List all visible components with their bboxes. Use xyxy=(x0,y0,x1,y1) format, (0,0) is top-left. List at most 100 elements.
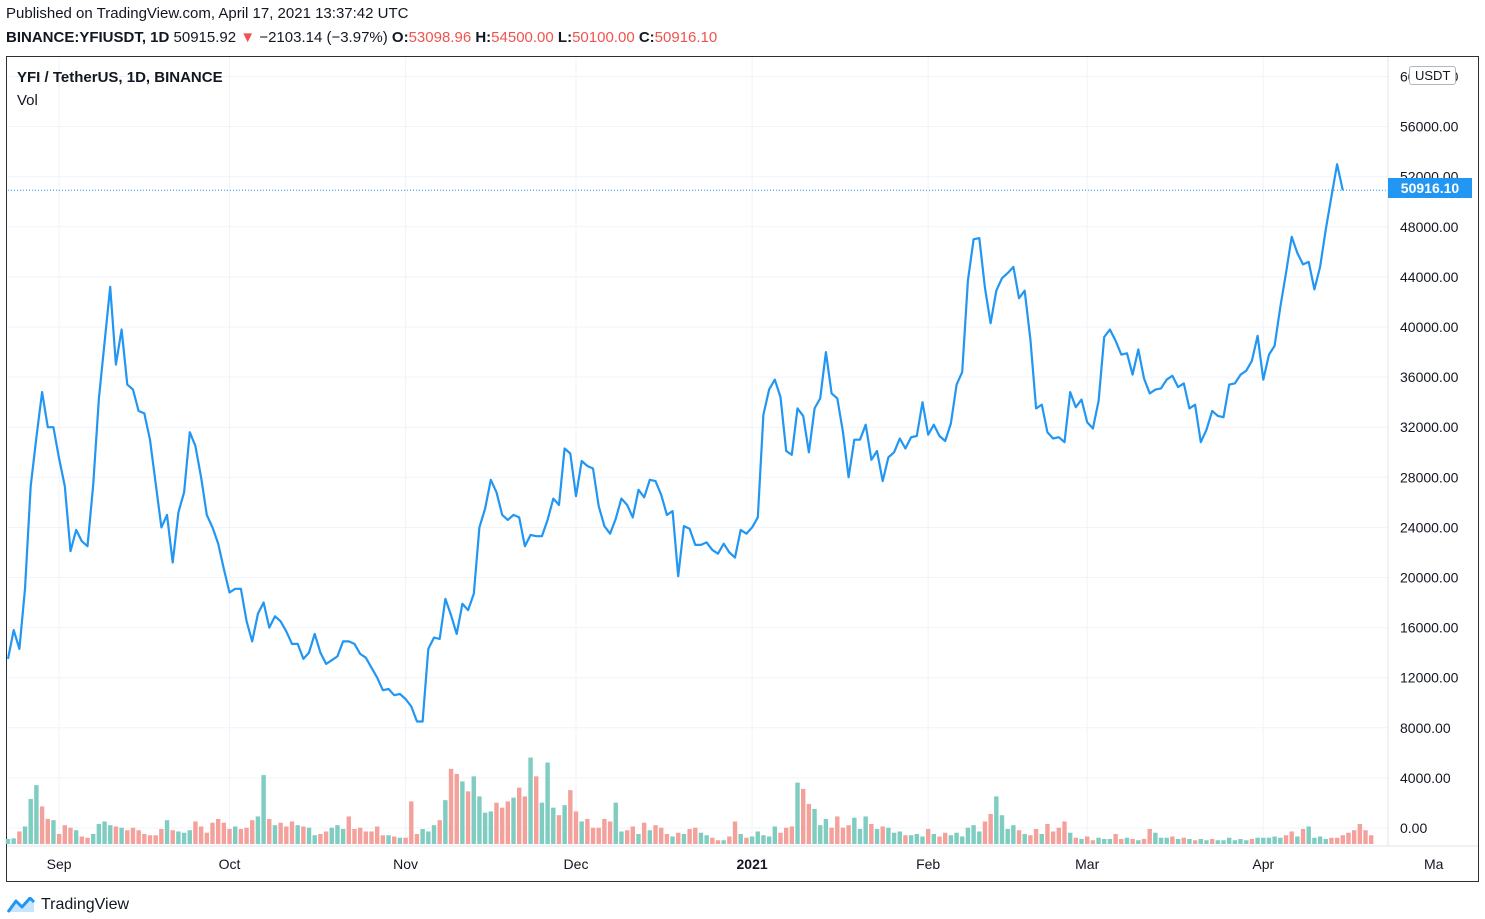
volume-bar xyxy=(1119,838,1124,844)
volume-bar xyxy=(221,822,227,844)
volume-bar xyxy=(903,835,908,844)
volume-bar xyxy=(306,827,312,844)
volume-bar xyxy=(1272,836,1277,844)
volume-bar xyxy=(1107,838,1113,844)
volume-bar xyxy=(1300,828,1306,844)
volume-bar xyxy=(91,833,96,844)
volume-bar xyxy=(215,818,221,844)
volume-bar xyxy=(653,825,658,844)
volume-bar xyxy=(897,831,902,844)
volume-bar xyxy=(539,802,545,844)
down-arrow-icon: ▼ xyxy=(240,29,256,46)
y-tick-label: 48000.00 xyxy=(1400,219,1459,235)
volume-bar xyxy=(795,782,800,844)
volume-bar xyxy=(278,822,283,844)
volume-bar xyxy=(579,821,584,844)
currency-unit-button[interactable]: USDT xyxy=(1409,66,1457,85)
volume-bar xyxy=(244,827,249,844)
volume-bar xyxy=(1039,833,1044,844)
close-value: 50916.10 xyxy=(654,29,718,46)
volume-bar xyxy=(1204,840,1209,844)
y-tick-label: 24000.00 xyxy=(1400,519,1459,535)
volume-bar xyxy=(454,773,459,844)
volume-bar xyxy=(499,807,505,844)
volume-bar xyxy=(534,776,539,844)
volume-bar xyxy=(318,833,323,844)
volume-bar xyxy=(732,821,738,844)
volume-bar xyxy=(357,827,363,844)
volume-bar xyxy=(193,821,198,844)
x-tick-label: Sep xyxy=(47,856,72,872)
volume-bar xyxy=(210,822,215,844)
volume-bar xyxy=(380,835,386,844)
volume-bar xyxy=(22,826,28,844)
y-tick-label: 56000.00 xyxy=(1400,119,1459,135)
y-tick-label: 16000.00 xyxy=(1400,620,1459,636)
volume-bar xyxy=(1266,837,1272,844)
volume-bar xyxy=(1005,828,1010,844)
volume-bar xyxy=(676,832,681,844)
volume-bar xyxy=(460,781,465,844)
volume-bar xyxy=(863,816,868,844)
volume-bar xyxy=(488,811,493,844)
volume-bar xyxy=(176,831,181,844)
volume-bar xyxy=(312,835,317,844)
volume-bar xyxy=(198,826,204,844)
high-value: 54500.00 xyxy=(491,29,554,46)
volume-bar xyxy=(846,825,851,844)
volume-bar xyxy=(233,826,238,844)
volume-bar xyxy=(607,821,613,844)
volume-bar xyxy=(1255,837,1260,844)
volume-bar xyxy=(1369,835,1374,844)
volume-bar xyxy=(1175,838,1181,844)
volume-bar xyxy=(1028,835,1033,844)
volume-bar xyxy=(369,831,374,844)
tradingview-brand: TradingView xyxy=(41,896,130,913)
volume-bar xyxy=(551,807,556,844)
volume-bar xyxy=(1079,838,1084,844)
volume-bar xyxy=(937,836,942,844)
volume-bar xyxy=(573,811,579,844)
volume-bar xyxy=(1170,836,1175,844)
volume-bar xyxy=(1022,833,1027,844)
volume-bar xyxy=(624,830,630,844)
volume-bar xyxy=(363,831,369,844)
price-axis: 60000.0056000.0052000.0048000.0044000.00… xyxy=(1400,69,1459,837)
chart-frame[interactable] xyxy=(6,56,1479,882)
volume-bar xyxy=(954,832,959,844)
volume-bar xyxy=(482,812,488,844)
volume-bar xyxy=(1238,838,1243,844)
volume-bar xyxy=(636,833,641,844)
volume-bar xyxy=(988,813,993,844)
volume-bar xyxy=(323,831,329,844)
volume-bar xyxy=(437,820,442,844)
volume-bar xyxy=(113,826,119,844)
tradingview-logo[interactable]: TradingView xyxy=(6,896,129,914)
volume-bar xyxy=(79,836,85,844)
volume-bar xyxy=(1085,836,1090,844)
y-tick-label: 20000.00 xyxy=(1400,570,1459,586)
volume-bar xyxy=(914,833,919,844)
volume-bar xyxy=(1306,826,1311,844)
x-tick-label: Feb xyxy=(916,856,940,872)
volume-bar xyxy=(920,836,925,844)
open-value: 53098.96 xyxy=(408,29,472,46)
volume-bar xyxy=(585,818,590,844)
volume-bar xyxy=(136,830,141,844)
volume-bar xyxy=(255,816,261,844)
quote-line: BINANCE:YFIUSDT, 1D 50915.92 ▼ −2103.14 … xyxy=(6,29,717,46)
volume-bar xyxy=(267,818,272,844)
volume-bar xyxy=(1016,830,1022,844)
volume-bar xyxy=(778,832,783,844)
volume-bar xyxy=(1289,831,1294,844)
price-line xyxy=(6,163,1344,723)
volume-bar xyxy=(1215,840,1221,844)
y-tick-label: 40000.00 xyxy=(1400,319,1459,335)
volume-bar xyxy=(1209,838,1215,844)
volume-bar xyxy=(340,828,346,844)
volume-bar xyxy=(1181,837,1186,844)
volume-bar xyxy=(1187,838,1192,844)
volume-bar xyxy=(880,826,885,844)
volume-bar xyxy=(1090,840,1096,844)
